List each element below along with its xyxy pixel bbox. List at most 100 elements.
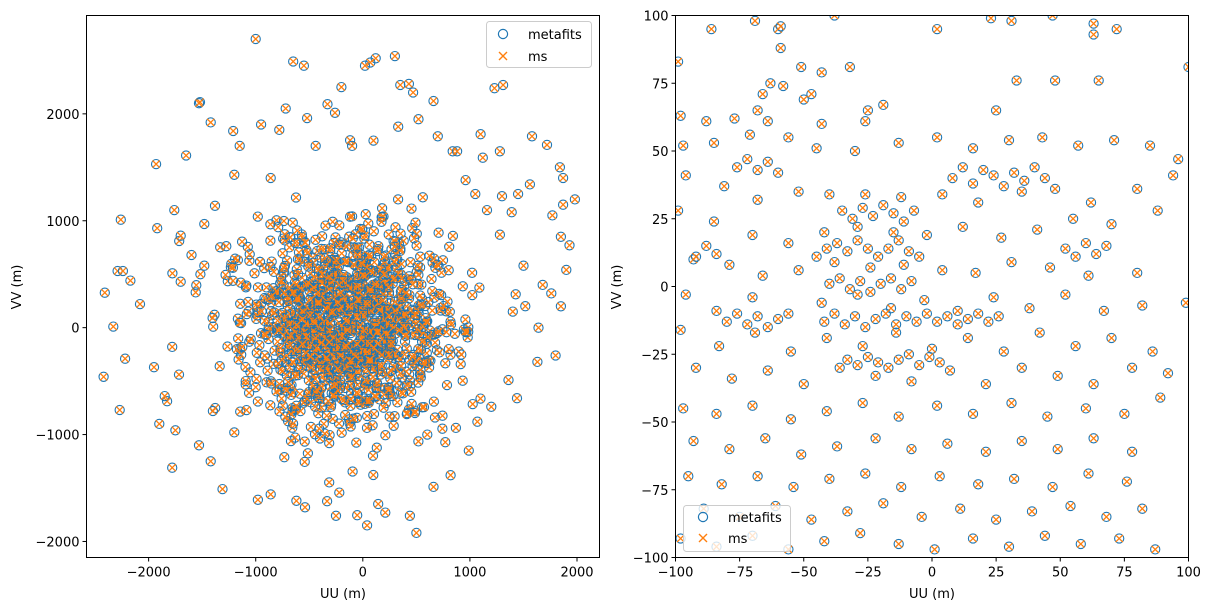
data-point-metafits <box>274 124 285 136</box>
data-point-ms <box>310 430 320 439</box>
data-point-metafits <box>266 291 277 302</box>
data-point-metafits <box>416 299 427 310</box>
data-point-ms <box>429 397 438 406</box>
data-point-metafits <box>321 303 332 315</box>
data-point-ms <box>326 244 335 253</box>
data-point-ms <box>281 383 290 393</box>
data-point-ms <box>712 409 721 418</box>
data-point-metafits <box>434 288 445 300</box>
data-point-ms <box>115 405 124 415</box>
y-tick-label: −100 <box>633 552 669 567</box>
data-point-ms <box>390 257 399 266</box>
data-point-metafits <box>205 117 216 128</box>
data-point-metafits <box>962 332 974 344</box>
data-point-ms <box>743 155 752 164</box>
data-point-ms <box>963 314 972 324</box>
data-point-metafits <box>395 79 406 91</box>
data-point-ms <box>989 293 998 302</box>
data-point-metafits <box>852 359 863 371</box>
data-point-ms <box>1071 342 1080 351</box>
data-point-ms <box>679 141 688 150</box>
data-point-metafits <box>1039 172 1051 184</box>
data-point-metafits <box>284 282 295 293</box>
data-point-ms <box>1115 534 1124 543</box>
data-point-ms <box>369 136 378 145</box>
data-point-metafits <box>298 60 310 71</box>
data-point-metafits <box>108 321 119 332</box>
data-point-ms <box>410 408 419 418</box>
data-point-metafits <box>849 145 861 157</box>
data-point-metafits <box>416 279 427 290</box>
data-point-ms <box>328 308 337 317</box>
data-point-ms <box>366 287 375 297</box>
data-point-ms <box>461 176 470 185</box>
data-point-metafits <box>747 292 758 303</box>
data-point-metafits <box>443 265 454 276</box>
data-point-metafits <box>824 189 835 200</box>
data-point-ms <box>897 193 906 202</box>
data-point-ms <box>279 288 289 297</box>
left-legend-ms-label: ms <box>528 50 548 65</box>
data-point-metafits <box>341 340 352 351</box>
data-point-ms <box>776 22 785 31</box>
x-tick-label: −50 <box>790 566 817 581</box>
data-point-ms <box>1163 369 1173 378</box>
data-point-ms <box>300 457 309 466</box>
data-point-metafits <box>921 308 933 319</box>
data-point-ms <box>1076 539 1085 549</box>
data-point-metafits <box>346 140 358 152</box>
data-point-metafits <box>191 280 202 291</box>
data-point-ms <box>402 410 411 419</box>
data-point-ms <box>400 323 409 332</box>
data-point-ms <box>221 270 230 279</box>
data-point-ms <box>822 333 831 343</box>
data-point-ms <box>1017 363 1026 372</box>
data-point-ms <box>1081 404 1090 413</box>
data-point-metafits <box>1132 183 1143 195</box>
data-point-ms <box>244 297 253 306</box>
data-point-metafits <box>824 278 835 289</box>
data-point-metafits <box>701 240 712 252</box>
data-point-ms <box>974 309 983 318</box>
data-point-ms <box>468 400 477 409</box>
data-point-metafits <box>265 235 276 246</box>
data-point-ms <box>273 316 282 325</box>
data-point-ms <box>974 480 983 489</box>
data-point-ms <box>446 317 455 326</box>
data-point-metafits <box>783 308 794 319</box>
data-point-metafits <box>906 275 917 287</box>
data-point-metafits <box>265 219 276 230</box>
data-point-ms <box>234 355 243 364</box>
data-point-ms <box>681 290 690 299</box>
data-point-ms <box>874 358 883 367</box>
data-point-metafits <box>721 316 732 327</box>
data-point-ms <box>856 277 865 286</box>
data-point-metafits <box>896 481 907 493</box>
data-point-metafits <box>973 479 984 490</box>
data-point-metafits <box>222 341 233 352</box>
data-point-ms <box>286 331 295 340</box>
data-point-metafits <box>806 514 817 525</box>
data-point-metafits <box>119 353 131 364</box>
data-point-ms <box>676 111 685 120</box>
data-point-metafits <box>461 327 472 338</box>
data-point-ms <box>377 361 386 370</box>
data-point-ms <box>562 265 571 274</box>
data-point-ms <box>478 153 487 162</box>
data-point-ms <box>306 352 315 361</box>
data-point-ms <box>266 173 275 183</box>
data-point-metafits <box>450 422 462 434</box>
data-point-ms <box>1089 380 1098 389</box>
data-point-metafits <box>432 259 443 270</box>
data-point-metafits <box>370 278 381 290</box>
data-point-ms <box>109 322 118 331</box>
x-tick-label: 1000 <box>453 566 486 581</box>
data-point-metafits <box>437 423 448 434</box>
data-point-ms <box>149 363 159 372</box>
data-point-ms <box>817 119 826 128</box>
data-point-ms <box>329 238 338 247</box>
data-point-metafits <box>367 420 378 431</box>
data-point-ms <box>994 312 1003 321</box>
data-point-ms <box>298 340 307 349</box>
data-point-ms <box>326 402 335 411</box>
